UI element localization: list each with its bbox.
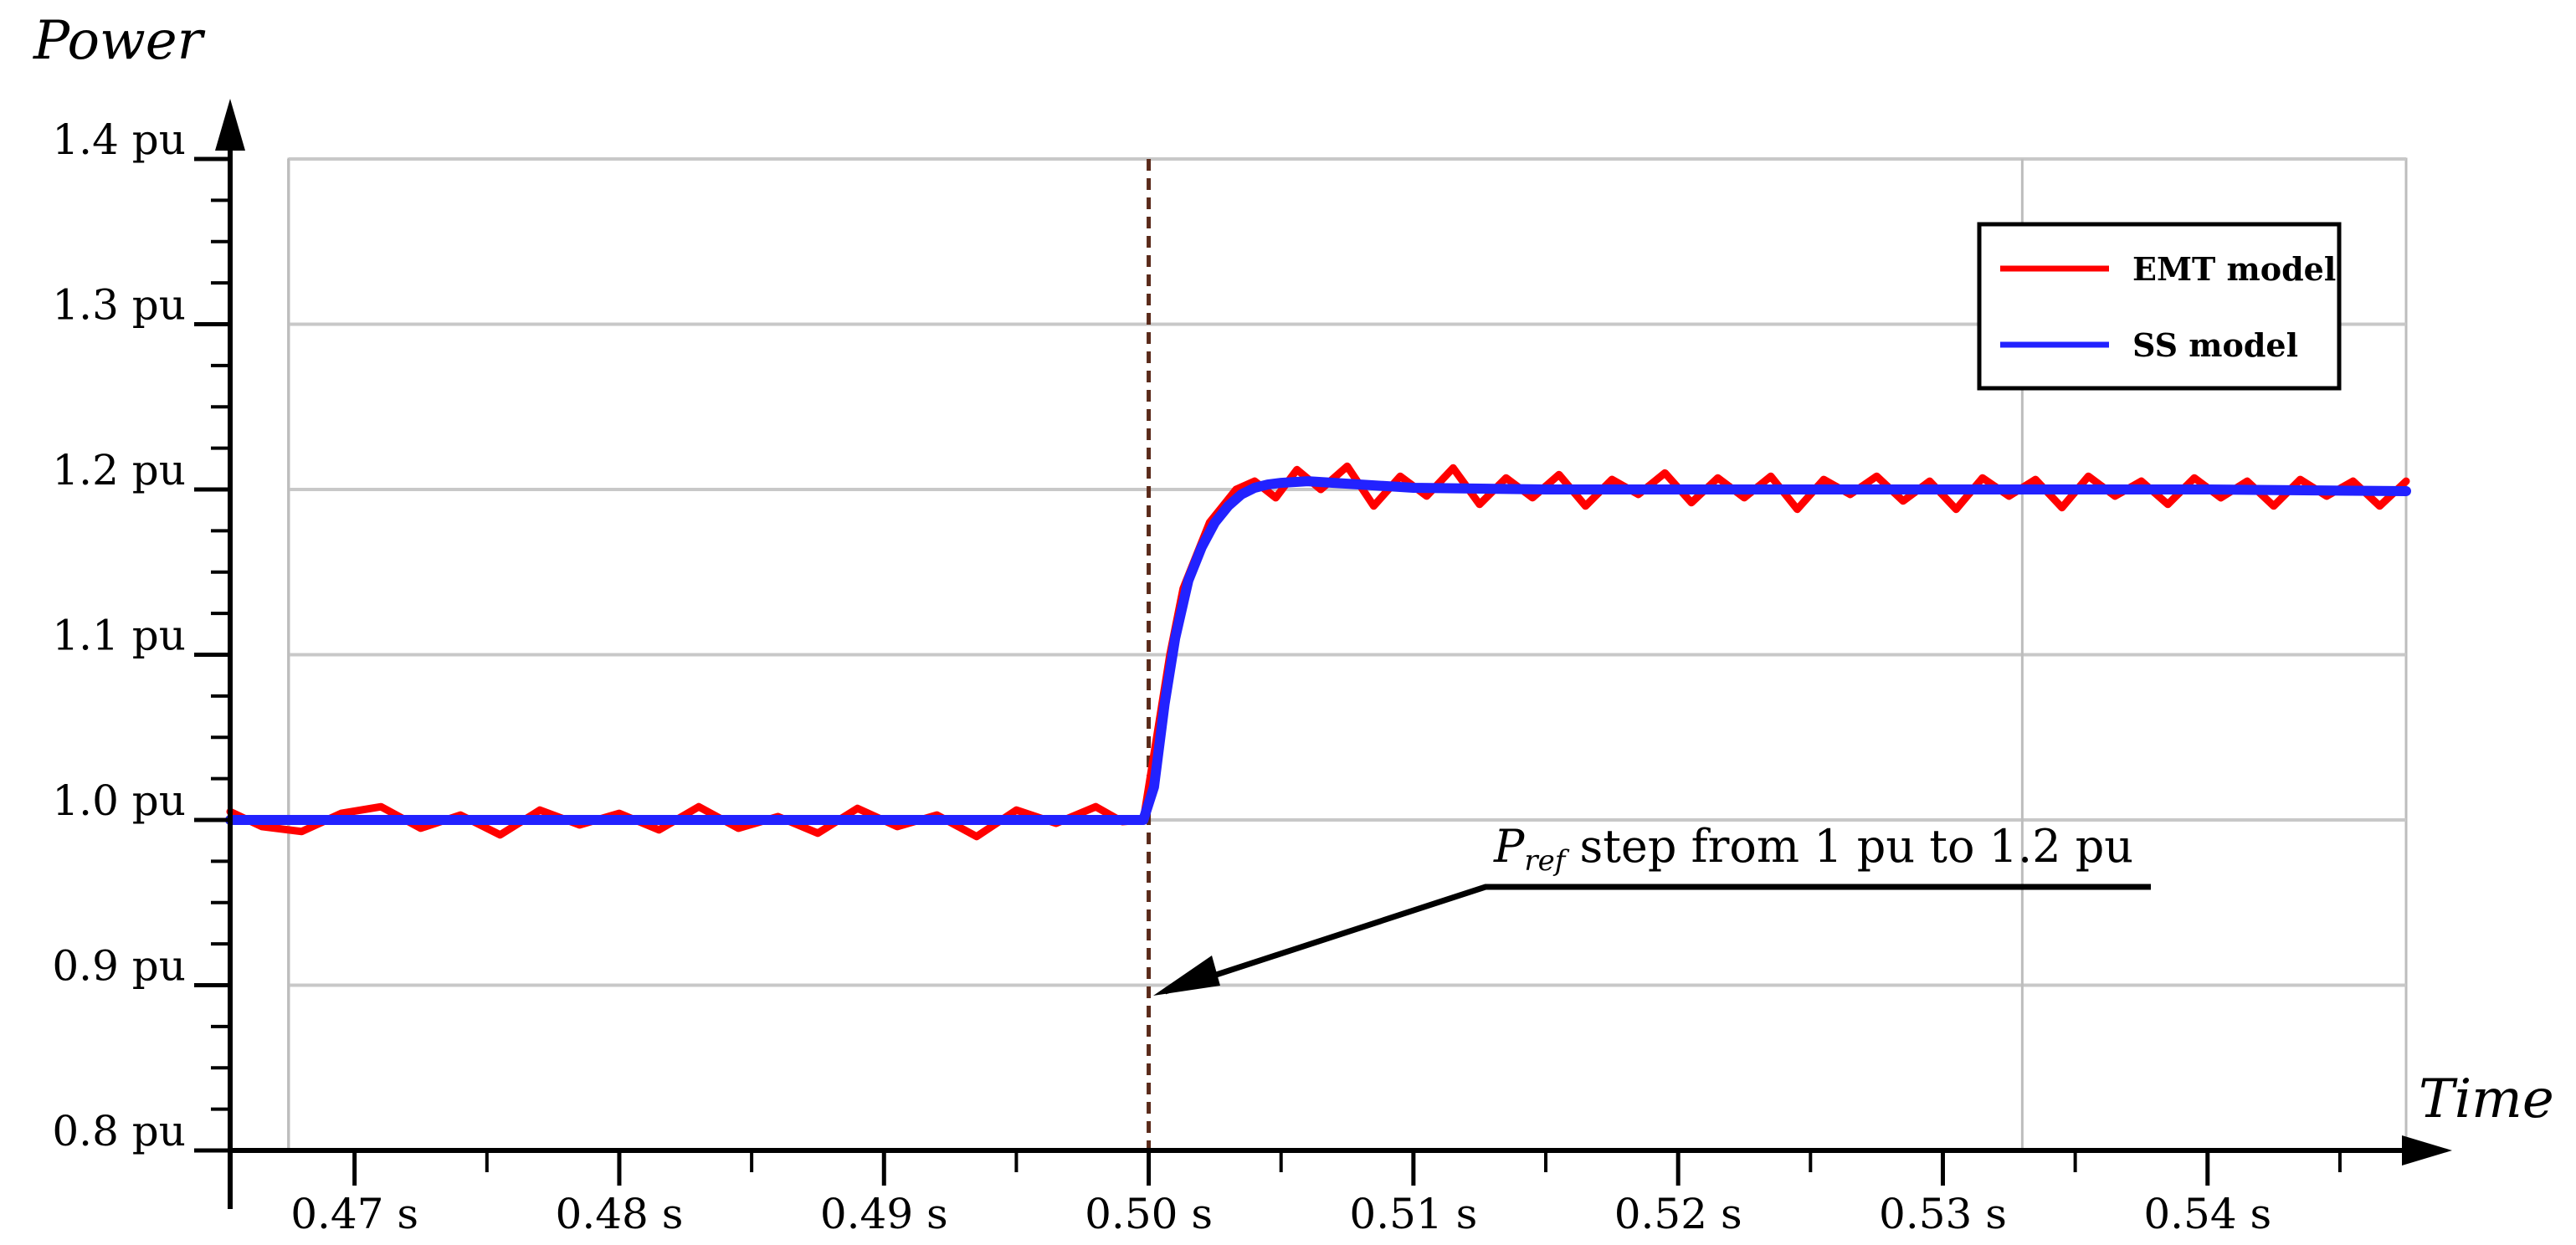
y-tick-label: 1.3 pu bbox=[52, 281, 186, 330]
series-layer bbox=[225, 462, 2411, 841]
x-axis-title: Time bbox=[2419, 1068, 2554, 1130]
annotation-label: Pref step from 1 pu to 1.2 pu bbox=[1493, 820, 2133, 878]
legend: EMT model SS model bbox=[1977, 222, 2342, 391]
annotation-prefix: P bbox=[1493, 820, 1526, 873]
y-tick-label: 1.2 pu bbox=[52, 446, 186, 494]
series-line-emt bbox=[226, 462, 2410, 841]
x-tick-label: 0.48 s bbox=[556, 1190, 684, 1238]
y-tick-label: 0.8 pu bbox=[52, 1107, 186, 1155]
x-tick-label: 0.49 s bbox=[820, 1190, 948, 1238]
x-tick-label: 0.54 s bbox=[2143, 1190, 2271, 1238]
x-tick-label: 0.51 s bbox=[1349, 1190, 1477, 1238]
y-tick-label: 1.4 pu bbox=[52, 115, 186, 164]
x-axis-arrowhead bbox=[2402, 1135, 2452, 1166]
x-tick-label: 0.47 s bbox=[290, 1190, 418, 1238]
y-tick-label: 1.0 pu bbox=[52, 776, 186, 825]
x-tick-label: 0.52 s bbox=[1614, 1190, 1742, 1238]
series-line-ss bbox=[225, 476, 2411, 825]
ticks: 0.8 pu 0.9 pu 1.0 pu 1.1 pu 1.2 pu 1.3 pu 1.4 … bbox=[52, 115, 2342, 1238]
axes bbox=[215, 99, 2452, 1209]
y-tick-label: 0.9 pu bbox=[52, 942, 186, 991]
x-tick-label: 0.50 s bbox=[1085, 1190, 1213, 1238]
x-tick-label: 0.53 s bbox=[1879, 1190, 2007, 1238]
annotation-leader bbox=[1163, 884, 2151, 995]
legend-label-ss: SS model bbox=[2132, 326, 2298, 364]
annotation-text: step from 1 pu to 1.2 pu bbox=[1565, 820, 2133, 873]
y-tick-label: 1.1 pu bbox=[52, 612, 186, 660]
legend-label-emt: EMT model bbox=[2132, 250, 2336, 288]
annotation-arrowhead bbox=[1153, 956, 1220, 996]
y-axis-arrowhead bbox=[215, 99, 245, 151]
y-axis-title: Power bbox=[33, 10, 206, 72]
annotation-subscript: ref bbox=[1524, 844, 1569, 878]
legend-box bbox=[1977, 222, 2342, 391]
annotation: Pref step from 1 pu to 1.2 pu bbox=[1153, 820, 2151, 996]
